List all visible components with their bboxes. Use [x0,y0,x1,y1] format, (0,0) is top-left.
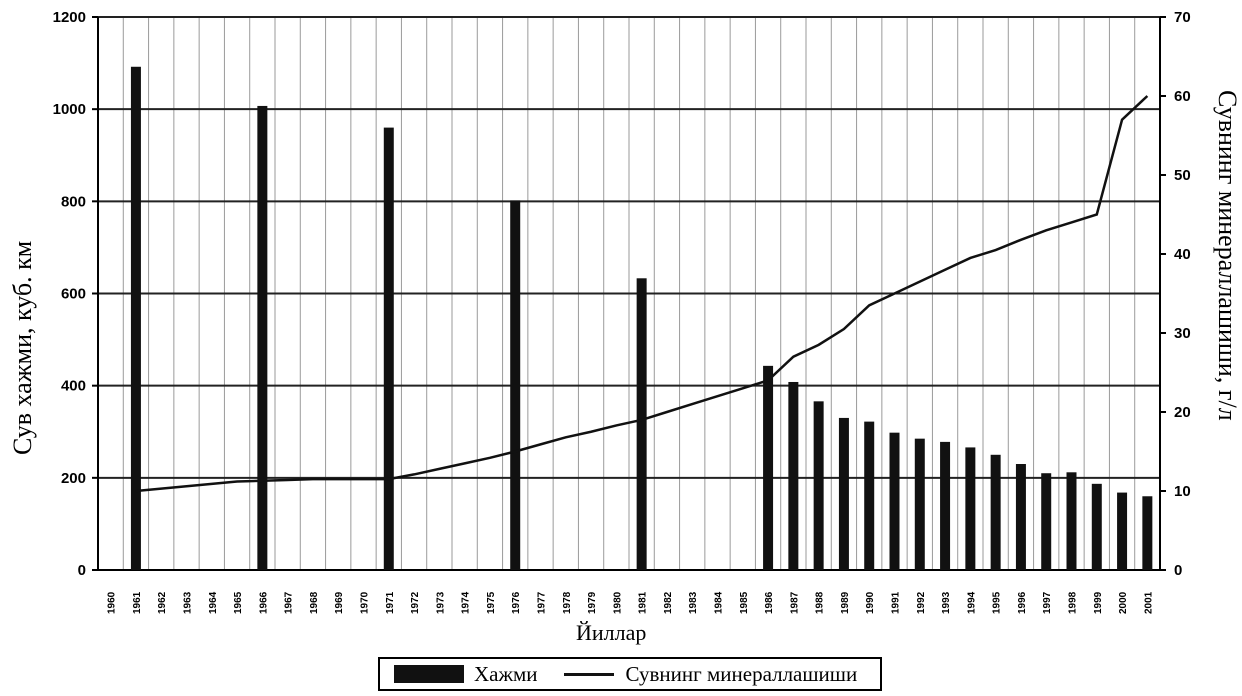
x-tick-label: 1963 [183,591,194,614]
bar-volume [889,432,900,570]
bar-volume [990,454,1001,570]
y-tick-label-left: 600 [61,286,86,303]
y-tick-label-right: 50 [1174,167,1191,184]
bar-volume [1142,496,1153,570]
x-tick-label: 1989 [840,591,851,614]
x-tick-label: 1993 [941,591,952,614]
legend-bar-swatch [394,665,464,683]
x-tick-label: 1966 [258,591,269,614]
x-tick-label: 1976 [511,591,522,614]
x-tick-label: 1980 [612,591,623,614]
x-tick-label: 1981 [638,591,649,614]
bar-volume [1091,483,1102,570]
bar-volume [940,441,951,570]
bar-volume [965,447,976,570]
y-tick-label-left: 1200 [53,9,86,26]
bar-volume [864,421,875,570]
x-tick-label: 1978 [562,591,573,614]
legend-line-swatch [563,672,614,676]
x-tick-label: 1975 [486,591,497,614]
x-tick-label: 1986 [764,591,775,614]
x-tick-label: 1994 [966,591,977,614]
y-tick-label-right: 60 [1174,88,1191,105]
x-tick-label: 1968 [309,591,320,614]
x-tick-label: 1967 [284,591,295,614]
x-tick-label: 1964 [208,591,219,614]
bar-volume [1066,472,1077,570]
y-axis-right-title: Сувнинг минераллашиши, г/л [1213,90,1242,421]
bar-volume [130,66,141,571]
x-tick-label: 1988 [815,591,826,614]
y-axis-left-title: Сув хажми, куб. км [8,240,37,455]
x-tick-label: 1971 [385,591,396,614]
x-tick-label: 1984 [714,591,725,614]
x-tick-label: 1998 [1068,591,1079,614]
y-tick-label-right: 30 [1174,325,1191,342]
x-tick-label: 1961 [132,591,143,614]
bar-volume [257,105,268,571]
x-tick-label: 1974 [461,591,472,614]
bar-volume [510,200,521,570]
bar-volume [788,381,799,570]
x-tick-label: 1983 [688,591,699,614]
bar-volume [1041,473,1052,570]
y-tick-label-left: 400 [61,378,86,395]
x-tick-label: 1987 [789,591,800,614]
y-tick-label-right: 20 [1174,404,1191,421]
legend: Хажми Сувнинг минераллашиши [378,657,882,691]
y-tick-label-right: 70 [1174,9,1191,26]
legend-label-volume: Хажми [474,661,538,686]
x-tick-label: 1979 [587,591,598,614]
bar-volume [763,365,774,570]
x-tick-label: 1991 [891,591,902,614]
bar-volume [383,127,394,570]
x-tick-label: 1990 [865,591,876,614]
x-tick-label: 1962 [157,591,168,614]
x-tick-label: 1969 [334,591,345,614]
x-tick-label: 1970 [360,591,371,614]
x-tick-label: 1996 [1017,591,1028,614]
y-tick-label-left: 800 [61,193,86,210]
x-tick-label: 1982 [663,591,674,614]
x-tick-label: 1972 [410,591,421,614]
x-tick-label: 1985 [739,591,750,614]
y-tick-label-left: 1000 [53,101,86,118]
x-tick-label: 1965 [233,591,244,614]
x-tick-label: 1995 [992,591,1003,614]
x-tick-label: 2001 [1143,591,1154,614]
bar-volume [838,417,849,570]
x-tick-label: 2000 [1118,591,1129,614]
x-tick-label: 1997 [1042,591,1053,614]
y-tick-label-right: 10 [1174,483,1191,500]
bar-volume [1117,492,1128,570]
y-tick-label-right: 40 [1174,246,1191,263]
y-tick-label-left: 200 [61,470,86,487]
x-tick-label: 1999 [1093,591,1104,614]
line-mineralization [135,95,1149,493]
legend-label-mineralization: Сувнинг минераллашиши [625,661,858,686]
x-tick-label: 1960 [107,591,118,614]
y-tick-label-left: 0 [78,562,86,579]
x-axis-title: Йиллар [576,620,647,645]
y-tick-label-right: 0 [1174,562,1182,579]
x-tick-label: 1992 [916,591,927,614]
x-tick-label: 1973 [435,591,446,614]
bar-volume [914,438,925,570]
x-tick-label: 1977 [537,591,548,614]
bar-volume [1015,464,1026,570]
bar-volume [813,401,824,570]
bar-volume [636,278,647,570]
